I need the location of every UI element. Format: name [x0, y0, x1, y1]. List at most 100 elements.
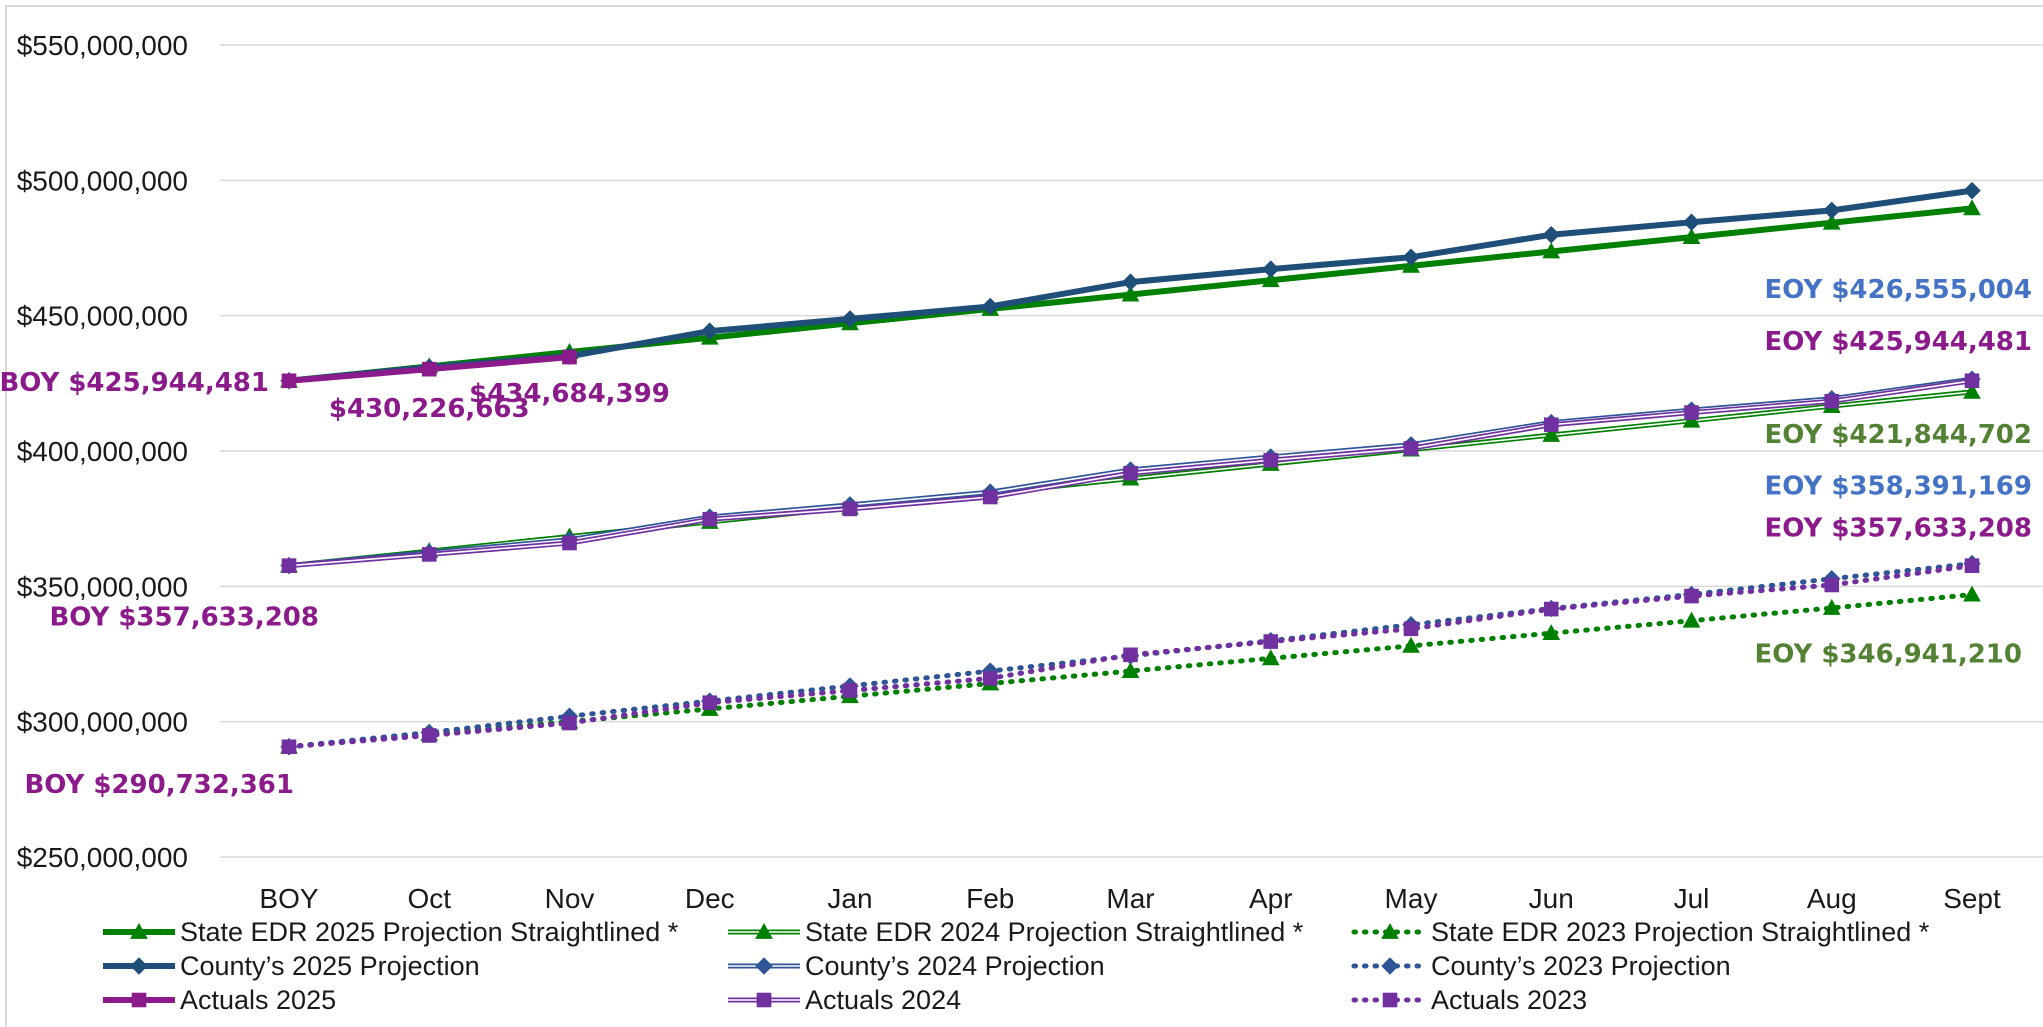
data-point: [1263, 452, 1279, 468]
x-tick-label: Apr: [1249, 883, 1293, 914]
y-tick-label: $300,000,000: [17, 707, 188, 738]
y-axis-ticks: $550,000,000 $500,000,000 $450,000,000 $400…: [17, 30, 188, 873]
x-tick-label: Aug: [1807, 883, 1857, 914]
legend-item-state-edr-2024-projection-straightlined: State EDR 2024 Projection Straightlined …: [728, 917, 1304, 947]
data-point: [1542, 226, 1560, 244]
data-point: [842, 501, 858, 517]
data-label: EOY $346,941,210: [1755, 640, 2022, 670]
data-point: [1543, 417, 1559, 433]
data-point: [701, 322, 719, 340]
data-point: [1823, 201, 1841, 220]
data-label: EOY $358,391,169: [1765, 472, 2032, 502]
x-tick-label: Nov: [545, 883, 595, 914]
data-point: [1542, 624, 1561, 641]
data-point: [1822, 598, 1841, 615]
y-tick-label: $400,000,000: [17, 436, 188, 467]
data-point: [1542, 426, 1561, 442]
y-tick-label: $250,000,000: [17, 842, 188, 873]
data-point: [1682, 411, 1701, 428]
legend: State EDR 2025 Projection Straightlined …: [103, 917, 1930, 1015]
x-tick-label: Jan: [827, 883, 872, 914]
legend-item-county-s-2024-projection: County’s 2024 Projection: [728, 951, 1105, 981]
data-point: [421, 728, 437, 743]
data-point: [1684, 588, 1699, 604]
data-label: EOY $421,844,702: [1765, 420, 2032, 450]
data-point: [421, 547, 437, 562]
legend-item-state-edr-2025-projection-straightlined: State EDR 2025 Projection Straightlined …: [103, 917, 679, 947]
y-tick-label: $550,000,000: [17, 30, 188, 61]
data-point: [281, 739, 297, 755]
data-label: $430,226,663: [329, 394, 530, 424]
legend-marker: [1381, 922, 1399, 939]
data-point: [1963, 199, 1981, 216]
data-point: [1824, 393, 1840, 409]
data-label: $434,684,399: [469, 379, 670, 409]
x-tick-label: BOY: [259, 883, 318, 914]
data-point: [1402, 636, 1420, 653]
legend-item-actuals-2024: Actuals 2024: [728, 985, 961, 1015]
data-point: [1263, 634, 1279, 649]
legend-label: County’s 2024 Projection: [805, 951, 1105, 981]
x-tick-label: Jun: [1529, 883, 1574, 914]
data-point: [982, 671, 998, 686]
x-axis-ticks: BOY Oct Nov Dec Jan Feb Mar Apr May Jun Jul Aug Sept: [259, 883, 2001, 914]
legend-item-county-s-2023-projection: County’s 2023 Projection: [1351, 951, 1731, 981]
y-tick-label: $350,000,000: [17, 571, 188, 602]
legend-marker: [755, 922, 773, 939]
legend-item-county-s-2025-projection: County’s 2025 Projection: [103, 951, 480, 981]
data-point: [1403, 440, 1419, 456]
data-point: [1682, 228, 1701, 245]
x-tick-label: Jul: [1674, 883, 1710, 914]
data-point: [1403, 621, 1419, 637]
data-label: BOY $290,732,361: [24, 770, 294, 800]
data-point: [562, 349, 577, 365]
data-point: [1682, 213, 1701, 231]
legend-marker: [130, 922, 148, 939]
data-label: EOY $357,633,208: [1765, 514, 2032, 544]
data-point: [281, 558, 297, 573]
legend-marker: [1381, 957, 1399, 975]
data-point: [702, 511, 718, 527]
series-actuals-2025: [281, 349, 577, 389]
data-label: EOY $425,944,481: [1765, 327, 2032, 357]
grid-lines: [220, 44, 2043, 858]
data-point: [1822, 213, 1841, 230]
data-point: [281, 373, 297, 389]
legend-label: County’s 2023 Projection: [1431, 951, 1731, 981]
legend-label: County’s 2025 Projection: [180, 951, 480, 981]
legend-marker: [756, 992, 772, 1008]
chart-border: [5, 5, 2043, 1027]
legend-label: State EDR 2023 Projection Straightlined …: [1431, 917, 1930, 947]
data-label: EOY $426,555,004: [1765, 275, 2032, 305]
data-point: [1123, 465, 1138, 481]
data-point: [562, 715, 577, 731]
data-point: [1123, 647, 1138, 663]
data-point: [1121, 285, 1140, 302]
x-tick-label: Mar: [1106, 883, 1154, 914]
data-point: [1684, 405, 1699, 420]
series-actuals-2023: [281, 558, 1980, 755]
legend-marker: [1382, 992, 1398, 1008]
legend-item-state-edr-2023-projection-straightlined: State EDR 2023 Projection Straightlined …: [1351, 917, 1930, 947]
data-label: BOY $425,944,481: [0, 368, 269, 398]
x-tick-label: Dec: [685, 883, 735, 914]
data-point: [1542, 242, 1561, 259]
data-point: [1963, 382, 1981, 399]
legend-label: Actuals 2023: [1431, 985, 1587, 1015]
x-tick-label: Oct: [407, 883, 451, 914]
legend-marker: [130, 957, 148, 975]
x-tick-label: Sept: [1943, 883, 2001, 914]
data-point: [841, 310, 859, 328]
data-point: [1682, 611, 1701, 628]
data-point: [842, 683, 858, 698]
data-point: [702, 695, 718, 711]
data-point: [421, 361, 437, 377]
legend-item-actuals-2023: Actuals 2023: [1351, 985, 1587, 1015]
data-point: [1121, 273, 1140, 291]
data-point: [1402, 248, 1420, 266]
legend-label: Actuals 2024: [805, 985, 961, 1015]
data-point: [1964, 558, 1980, 573]
y-tick-label: $450,000,000: [17, 301, 188, 332]
legend-marker: [131, 992, 147, 1008]
